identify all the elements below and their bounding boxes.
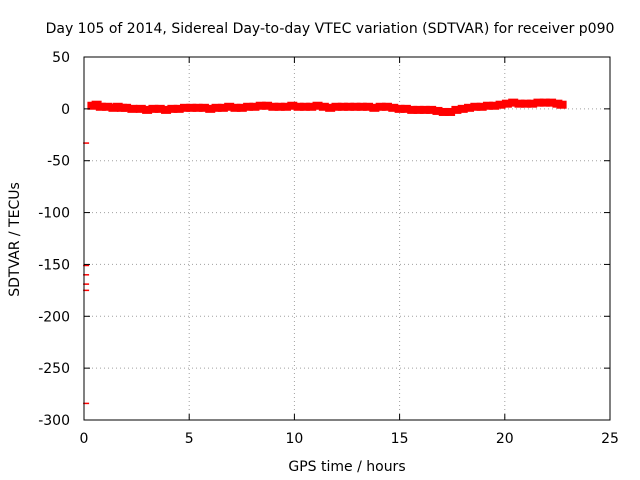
data-segment: [140, 105, 148, 113]
data-segment: [310, 102, 319, 110]
data-segment: [116, 103, 123, 111]
data-segment: [228, 103, 236, 111]
y-tick-label: -200: [38, 309, 70, 325]
data-segment: [125, 104, 133, 112]
data-segment: [241, 103, 249, 111]
x-tick-label: 25: [601, 431, 619, 447]
data-segment: [106, 103, 114, 111]
data-segment: [203, 104, 211, 112]
data-segment: [493, 101, 502, 109]
data-segment: [146, 105, 154, 113]
chart-title: Day 105 of 2014, Sidereal Day-to-day VTE…: [46, 21, 615, 37]
y-tick-label: 0: [61, 102, 70, 118]
data-segment: [329, 103, 337, 111]
data-segment: [209, 104, 218, 112]
data-segment: [317, 102, 325, 110]
data-segment: [550, 99, 558, 107]
ticks: [83, 56, 611, 421]
data-segment: [556, 100, 563, 108]
y-tick-label: 50: [52, 50, 70, 66]
data-segment: [531, 99, 539, 107]
data-segment: [506, 99, 514, 107]
data-segment: [430, 106, 438, 114]
data-segment: [165, 105, 173, 113]
data-segment: [392, 104, 401, 112]
data-segment: [405, 105, 413, 113]
data-segment: [462, 104, 470, 112]
data-segment: [436, 107, 445, 115]
data-segment: [222, 103, 230, 111]
data-segment: [91, 101, 98, 109]
data-segment: [112, 103, 119, 111]
data-segment: [266, 102, 274, 110]
data-segment: [468, 103, 476, 111]
tick-labels: 0 5 10 15 20 25 50 0 -50 -100 -150 -200 -250 -300: [38, 50, 619, 447]
x-tick-label: 5: [185, 431, 194, 447]
x-tick-label: 15: [391, 431, 409, 447]
data-segment: [455, 105, 464, 113]
data-segment: [178, 104, 186, 112]
data-segment: [367, 103, 375, 111]
y-tick-label: -250: [38, 361, 70, 377]
data-segment: [253, 102, 262, 110]
data-segment: [449, 107, 458, 115]
y-tick-label: -300: [38, 413, 70, 429]
data-segment: [291, 102, 300, 110]
data-segment: [481, 102, 489, 110]
data-segment: [386, 103, 394, 111]
data-segment: [500, 100, 508, 108]
data-segment: [373, 103, 382, 111]
y-tick-label: -150: [38, 257, 70, 273]
data-segment: [285, 102, 293, 110]
data-points: [83, 98, 567, 405]
y-tick-label: -50: [47, 154, 70, 170]
x-tick-label: 20: [496, 431, 514, 447]
data-segment: [323, 103, 331, 111]
data-segment: [512, 99, 521, 107]
x-tick-label: 10: [285, 431, 303, 447]
data-segment: [95, 102, 103, 110]
grid: [84, 57, 610, 420]
x-tick-label: 0: [80, 431, 89, 447]
y-tick-label: -100: [38, 206, 70, 222]
data-segment: [159, 105, 167, 113]
plot-frame: [83, 56, 611, 421]
x-axis-label: GPS time / hours: [288, 459, 405, 475]
y-axis-label: SDTVAR / TECUs: [7, 182, 23, 297]
